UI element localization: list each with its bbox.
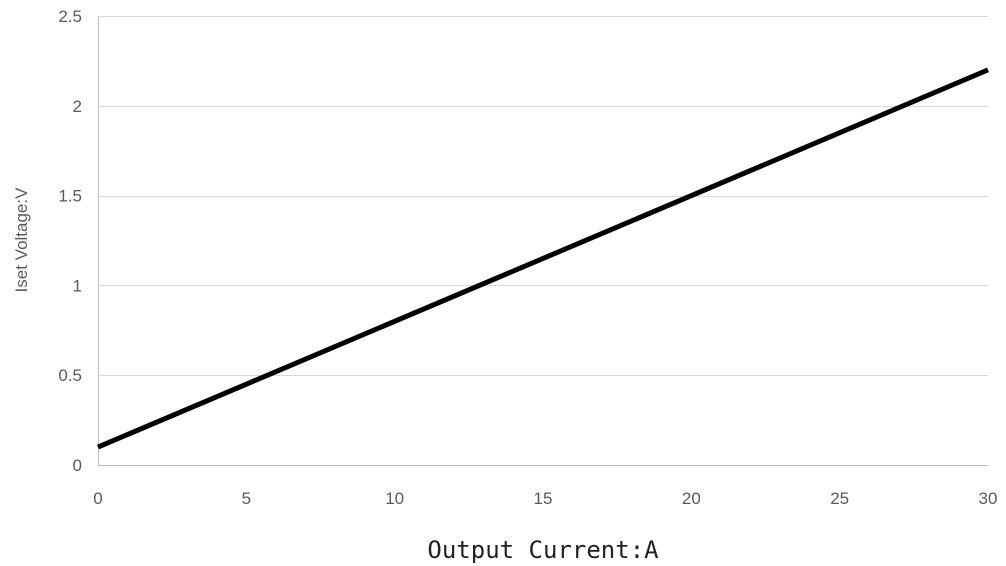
x-tick-label: 10 [385,489,404,508]
x-tick-label: 15 [534,489,553,508]
y-tick-label: 1 [73,276,82,295]
x-tick-labels: 0 5 10 15 20 25 30 [93,489,997,508]
series-line [97,67,989,450]
y-tick-label: 0.5 [58,366,82,385]
series [97,67,989,450]
x-tick-label: 20 [682,489,701,508]
x-axis-label: Output Current:A [427,536,659,564]
x-tick-label: 30 [979,489,998,508]
gridlines [98,16,988,376]
y-tick-label: 2.5 [58,7,82,26]
y-tick-label: 1.5 [58,187,82,206]
y-tick-label: 2 [73,97,82,116]
axes [98,16,988,466]
x-tick-label: 0 [93,489,102,508]
y-tick-labels: 0 0.5 1 1.5 2 2.5 [58,7,82,475]
y-axis-label: Iset Voltage:V [12,187,31,293]
x-tick-label: 25 [830,489,849,508]
y-tick-label: 0 [73,456,82,475]
x-tick-label: 5 [242,489,251,508]
